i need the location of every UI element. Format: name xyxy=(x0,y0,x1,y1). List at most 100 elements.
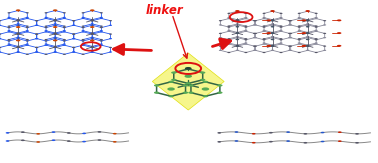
Circle shape xyxy=(184,75,192,78)
Circle shape xyxy=(53,46,57,48)
Circle shape xyxy=(280,17,283,18)
Circle shape xyxy=(109,25,112,26)
Circle shape xyxy=(235,45,239,47)
Circle shape xyxy=(263,26,266,28)
Circle shape xyxy=(36,47,39,48)
Circle shape xyxy=(8,44,11,46)
Circle shape xyxy=(17,37,20,38)
Circle shape xyxy=(100,44,103,45)
Circle shape xyxy=(72,51,75,53)
Circle shape xyxy=(45,39,48,40)
Circle shape xyxy=(289,37,292,38)
Circle shape xyxy=(54,25,57,26)
Circle shape xyxy=(63,27,66,28)
Circle shape xyxy=(0,20,2,21)
Circle shape xyxy=(73,25,76,26)
Circle shape xyxy=(36,20,39,21)
Circle shape xyxy=(63,18,66,19)
Circle shape xyxy=(245,25,248,27)
Circle shape xyxy=(8,12,11,14)
Circle shape xyxy=(263,31,266,32)
Circle shape xyxy=(91,33,94,35)
Circle shape xyxy=(219,24,222,26)
Circle shape xyxy=(100,54,103,55)
Circle shape xyxy=(288,37,291,38)
Circle shape xyxy=(254,33,257,34)
Circle shape xyxy=(271,39,274,40)
Circle shape xyxy=(323,24,326,26)
Circle shape xyxy=(271,36,274,37)
Circle shape xyxy=(304,133,307,135)
Circle shape xyxy=(91,25,94,26)
Circle shape xyxy=(91,47,94,48)
Circle shape xyxy=(45,30,48,31)
Circle shape xyxy=(253,24,256,26)
Circle shape xyxy=(16,39,20,41)
Circle shape xyxy=(53,26,57,28)
Circle shape xyxy=(63,54,66,55)
Circle shape xyxy=(235,10,240,12)
Circle shape xyxy=(82,39,85,40)
Circle shape xyxy=(269,141,273,142)
Circle shape xyxy=(306,33,309,34)
Circle shape xyxy=(252,142,256,143)
Circle shape xyxy=(53,20,57,21)
Circle shape xyxy=(254,24,257,26)
Circle shape xyxy=(289,50,292,51)
Circle shape xyxy=(188,91,194,94)
Circle shape xyxy=(63,30,66,31)
Circle shape xyxy=(26,44,29,46)
Circle shape xyxy=(16,26,20,28)
Circle shape xyxy=(235,26,239,28)
Circle shape xyxy=(306,45,309,47)
Circle shape xyxy=(200,71,205,74)
Circle shape xyxy=(54,33,57,35)
Circle shape xyxy=(63,39,66,40)
Circle shape xyxy=(82,12,85,14)
Circle shape xyxy=(288,20,291,21)
Circle shape xyxy=(288,50,291,51)
Circle shape xyxy=(254,45,257,47)
Circle shape xyxy=(91,33,94,35)
Circle shape xyxy=(315,42,318,44)
Circle shape xyxy=(54,38,57,39)
Circle shape xyxy=(154,84,159,87)
Circle shape xyxy=(279,43,282,45)
Circle shape xyxy=(236,33,239,34)
Circle shape xyxy=(280,38,283,39)
Circle shape xyxy=(35,25,38,26)
Circle shape xyxy=(304,142,307,144)
Circle shape xyxy=(288,33,291,34)
Circle shape xyxy=(109,20,112,21)
Circle shape xyxy=(314,18,318,19)
Circle shape xyxy=(253,37,256,38)
Circle shape xyxy=(63,40,66,42)
Circle shape xyxy=(289,45,292,47)
Circle shape xyxy=(100,17,103,18)
Circle shape xyxy=(271,23,274,25)
Circle shape xyxy=(236,32,239,33)
Circle shape xyxy=(21,140,25,141)
Circle shape xyxy=(26,12,29,14)
Circle shape xyxy=(279,52,282,53)
Circle shape xyxy=(90,39,94,41)
Circle shape xyxy=(186,68,191,70)
Circle shape xyxy=(253,45,256,47)
Circle shape xyxy=(279,39,282,40)
Circle shape xyxy=(54,23,57,25)
Circle shape xyxy=(98,131,101,133)
Circle shape xyxy=(54,38,57,39)
Circle shape xyxy=(306,37,309,38)
Circle shape xyxy=(203,95,208,97)
Circle shape xyxy=(17,23,20,25)
Circle shape xyxy=(279,18,282,19)
Circle shape xyxy=(82,31,85,32)
Circle shape xyxy=(35,33,38,35)
Circle shape xyxy=(314,39,318,40)
Circle shape xyxy=(26,26,29,27)
Circle shape xyxy=(254,37,257,38)
Circle shape xyxy=(53,39,57,41)
Circle shape xyxy=(167,87,175,91)
Circle shape xyxy=(45,17,48,18)
Circle shape xyxy=(45,27,48,28)
